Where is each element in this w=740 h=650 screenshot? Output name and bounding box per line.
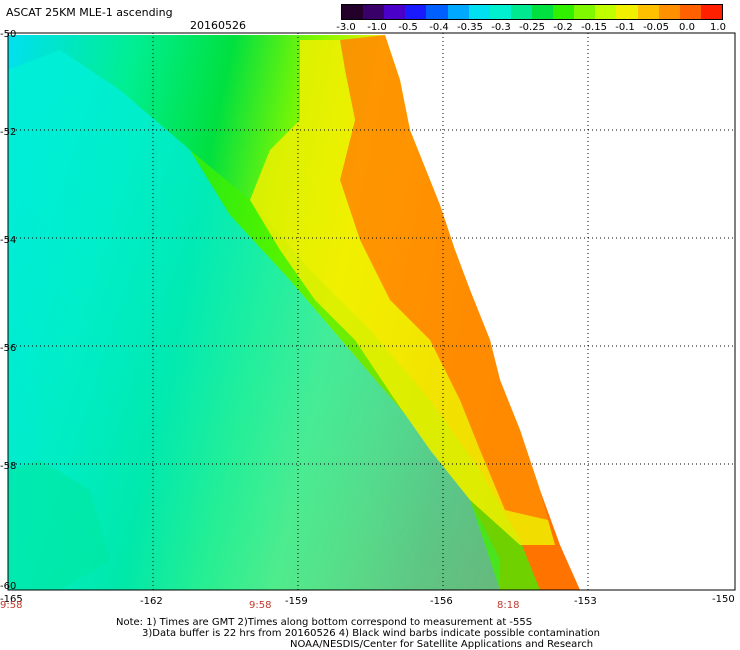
lat-tick: -52 xyxy=(0,127,16,138)
colorbar-label: -0.4 xyxy=(429,22,449,33)
colorbar-swatch xyxy=(447,5,469,19)
cyan-region xyxy=(8,50,500,590)
lon-tick: -162 xyxy=(140,596,163,607)
lat-tick: -56 xyxy=(0,343,16,354)
map-date: 20160526 xyxy=(190,19,246,32)
colorbar xyxy=(341,4,723,20)
colorbar-labels: -3.0 -1.0 -0.5 -0.4 -0.35 -0.3 -0.25 -0.2 -0.15-… xyxy=(332,22,732,36)
colorbar-swatch xyxy=(574,5,596,19)
note-line-2: 3)Data buffer is 22 hrs from 20160526 4)… xyxy=(142,628,600,639)
colorbar-swatch xyxy=(553,5,575,19)
colorbar-swatch xyxy=(426,5,448,19)
colorbar-label: -1.0 xyxy=(367,22,387,33)
grid-lines xyxy=(8,33,735,590)
plot-frame xyxy=(7,32,736,591)
time-label: 9:58 xyxy=(0,600,22,611)
colorbar-swatch xyxy=(489,5,511,19)
colorbar-swatch xyxy=(595,5,617,19)
green-patch xyxy=(8,460,110,590)
lon-tick: -159 xyxy=(285,596,308,607)
lon-tick: -156 xyxy=(430,596,453,607)
colorbar-label: -0.35 xyxy=(457,22,483,33)
map-title: ASCAT 25KM MLE-1 ascending xyxy=(6,6,173,19)
colorbar-label: -0.25 xyxy=(519,22,545,33)
colorbar-swatch xyxy=(405,5,427,19)
colorbar-swatch xyxy=(679,5,701,19)
lon-tick: -153 xyxy=(574,596,597,607)
colorbar-swatch xyxy=(700,5,722,19)
colorbar-label: -0.1 xyxy=(615,22,635,33)
lon-axis: -165 -162 -159 -156 -153 -150 xyxy=(0,594,735,607)
colorbar-label: 0.0 xyxy=(679,22,695,33)
time-label: 9:58 xyxy=(249,600,271,611)
lon-tick: -165 xyxy=(0,594,23,605)
colorbar-swatch xyxy=(637,5,659,19)
lat-tick: -60 xyxy=(0,581,16,592)
colorbar-swatch xyxy=(384,5,406,19)
time-labels: 9:58 9:58 8:18 xyxy=(0,600,519,611)
colorbar-swatch xyxy=(342,5,364,19)
colorbar-label: -0.5 xyxy=(398,22,418,33)
colorbar-label: -0.3 xyxy=(491,22,511,33)
colorbar-swatch xyxy=(363,5,385,19)
lat-axis: -50 -52 -54 -56 -58 -60 xyxy=(0,29,16,592)
colorbar-swatch xyxy=(616,5,638,19)
colorbar-swatch xyxy=(531,5,554,19)
colorbar-label: 1.0 xyxy=(710,22,726,33)
colorbar-label: -3.0 xyxy=(336,22,356,33)
lat-tick: -54 xyxy=(0,235,16,246)
lat-tick: -50 xyxy=(0,29,16,40)
colorbar-label: -0.15 xyxy=(581,22,607,33)
note-line-1: Note: 1) Times are GMT 2)Times along bot… xyxy=(116,617,533,628)
green-band xyxy=(190,150,540,590)
colorbar-swatch xyxy=(510,5,532,19)
lon-tick: -150 xyxy=(712,594,735,605)
orange-region xyxy=(340,35,548,520)
note-line-3: NOAA/NESDIS/Center for Satellite Applica… xyxy=(290,639,594,650)
colorbar-label: -0.2 xyxy=(553,22,573,33)
time-label: 8:18 xyxy=(497,600,519,611)
lat-tick: -58 xyxy=(0,461,16,472)
colorbar-label: -0.05 xyxy=(643,22,669,33)
colorbar-swatch xyxy=(658,5,680,19)
yellow-strip xyxy=(250,40,555,545)
colorbar-swatch xyxy=(468,5,490,19)
